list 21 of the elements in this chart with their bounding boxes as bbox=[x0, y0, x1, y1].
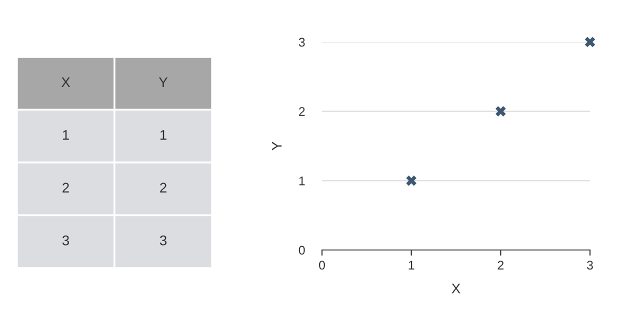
text: 3 bbox=[160, 236, 166, 246]
x-tick-label: 0 bbox=[319, 260, 325, 270]
y-tick-label: 1 bbox=[299, 176, 305, 186]
text: X bbox=[61, 77, 70, 87]
point bbox=[496, 106, 506, 116]
text: 1 bbox=[62, 130, 69, 140]
point bbox=[406, 176, 416, 186]
x-axis-title: X bbox=[452, 284, 460, 294]
y-tick-label: 3 bbox=[298, 38, 305, 47]
y-axis-title: Y bbox=[272, 142, 282, 150]
point bbox=[584, 36, 596, 48]
y-tick-label: 0 bbox=[298, 246, 305, 255]
text: Y bbox=[158, 77, 168, 87]
text: 3 bbox=[62, 236, 69, 246]
x-tick-label: 1 bbox=[408, 260, 414, 270]
x-tick-label: 3 bbox=[587, 260, 593, 270]
text: 2 bbox=[62, 182, 69, 192]
y-tick-label: 2 bbox=[299, 107, 305, 116]
x-tick-label: 2 bbox=[498, 260, 504, 270]
text: 1 bbox=[160, 130, 166, 140]
text: 2 bbox=[160, 182, 166, 192]
